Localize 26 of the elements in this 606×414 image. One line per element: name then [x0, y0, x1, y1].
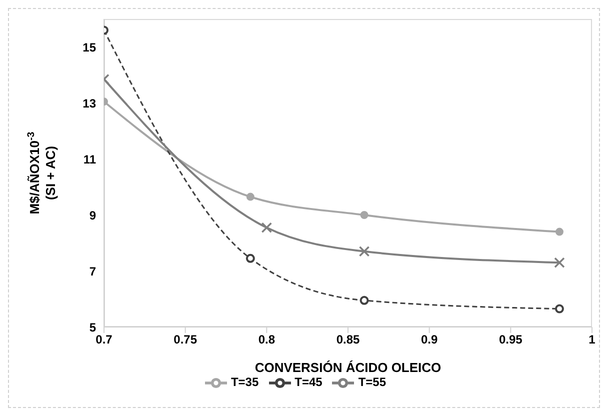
point — [261, 222, 272, 233]
x-tick-label: 0.75 — [174, 332, 198, 347]
point — [554, 304, 564, 314]
y-tick-label: 5 — [89, 320, 96, 334]
y-tick-label: 7 — [89, 264, 96, 278]
y-tick-label: 11 — [83, 152, 96, 166]
point — [360, 296, 369, 305]
x-tick-label: 1 — [588, 332, 596, 347]
y-tick-label: 13 — [82, 96, 96, 110]
legend-label: T=35 — [230, 375, 259, 390]
point — [555, 228, 564, 236]
legend-label: T=55 — [358, 375, 386, 390]
point — [358, 246, 370, 257]
point — [246, 192, 254, 201]
x-tick-label: 0.8 — [258, 332, 276, 347]
legend-label: T=45 — [294, 375, 322, 390]
x-tick-label: 0.95 — [498, 332, 523, 347]
point — [554, 257, 565, 268]
x-tick-label: 0.9 — [420, 332, 438, 347]
x-axis-title: CONVERSIÓN ÁCIDO OLEICO — [254, 360, 442, 375]
x-tick-label: 0.85 — [336, 332, 360, 347]
x-tick-label: 0.7 — [96, 332, 113, 347]
point — [246, 254, 255, 263]
y-tick-label: 9 — [89, 208, 96, 222]
y-tick-label: 15 — [82, 40, 96, 54]
point — [360, 211, 368, 219]
